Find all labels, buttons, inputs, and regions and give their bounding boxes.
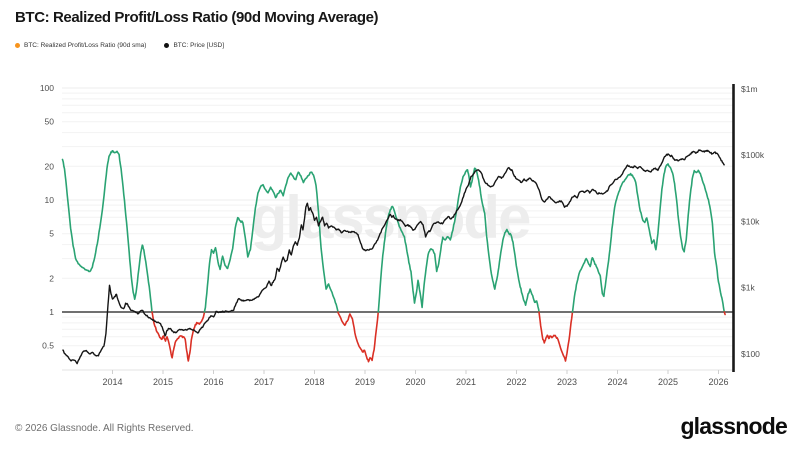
ratio-series-dot-icon bbox=[15, 43, 20, 48]
ratio-line-below-1 bbox=[538, 311, 574, 362]
price-line bbox=[62, 149, 726, 365]
x-axis-label: 2022 bbox=[506, 377, 526, 387]
page-title: BTC: Realized Profit/Loss Ratio (90d Mov… bbox=[15, 9, 379, 26]
ratio-line-above-1 bbox=[571, 163, 726, 313]
y-axis-right-label: $1k bbox=[741, 283, 755, 293]
x-axis-label: 2016 bbox=[203, 377, 223, 387]
ratio-line-below-1 bbox=[337, 311, 380, 363]
y-axis-right-label: $10k bbox=[741, 216, 760, 226]
y-axis-right-label: $1m bbox=[741, 84, 758, 94]
x-axis-label: 2017 bbox=[254, 377, 274, 387]
ratio-line-below-1 bbox=[723, 311, 726, 316]
copyright-text: © 2026 Glassnode. All Rights Reserved. bbox=[15, 423, 194, 434]
glassnode-logo: glassnode bbox=[680, 413, 787, 439]
price-series-dot-icon bbox=[164, 43, 170, 48]
y-axis-right-label: $100 bbox=[741, 349, 760, 359]
y-axis-left-label: 1 bbox=[49, 307, 54, 317]
ratio-line-above-1 bbox=[203, 171, 339, 313]
legend-item-price[interactable]: BTC: Price [USD] bbox=[164, 42, 224, 49]
glassnode-watermark: glassnode bbox=[251, 184, 530, 251]
y-axis-right-label: $100k bbox=[741, 150, 765, 160]
x-axis-label: 2018 bbox=[304, 377, 324, 387]
x-axis-label: 2014 bbox=[102, 377, 122, 387]
legend-item-ratio[interactable]: BTC: Realized Profit/Loss Ratio (90d sma… bbox=[15, 42, 146, 49]
legend-item-label: BTC: Price [USD] bbox=[173, 42, 225, 49]
x-axis-label: 2023 bbox=[557, 377, 577, 387]
x-axis-label: 2026 bbox=[708, 377, 728, 387]
ratio-line-above-1 bbox=[377, 167, 540, 313]
x-axis-label: 2020 bbox=[405, 377, 425, 387]
legend: BTC: Realized Profit/Loss Ratio (90d sma… bbox=[15, 42, 224, 49]
ratio-line-below-1 bbox=[151, 311, 206, 362]
y-axis-left-label: 10 bbox=[45, 195, 55, 205]
x-axis-label: 2024 bbox=[607, 377, 627, 387]
x-axis-label: 2015 bbox=[153, 377, 173, 387]
legend-item-label: BTC: Realized Profit/Loss Ratio (90d sma… bbox=[24, 42, 147, 49]
y-axis-left-label: 20 bbox=[45, 161, 55, 171]
x-axis-label: 2021 bbox=[456, 377, 476, 387]
x-axis-label: 2025 bbox=[658, 377, 678, 387]
ratio-line-above-1 bbox=[61, 150, 153, 313]
y-axis-left-label: 50 bbox=[45, 117, 55, 127]
y-axis-left-label: 2 bbox=[49, 273, 54, 283]
y-axis-left-label: 100 bbox=[40, 83, 54, 93]
y-axis-left-label: 0.5 bbox=[42, 341, 54, 351]
x-axis-label: 2019 bbox=[355, 377, 375, 387]
y-axis-left-label: 5 bbox=[49, 229, 54, 239]
